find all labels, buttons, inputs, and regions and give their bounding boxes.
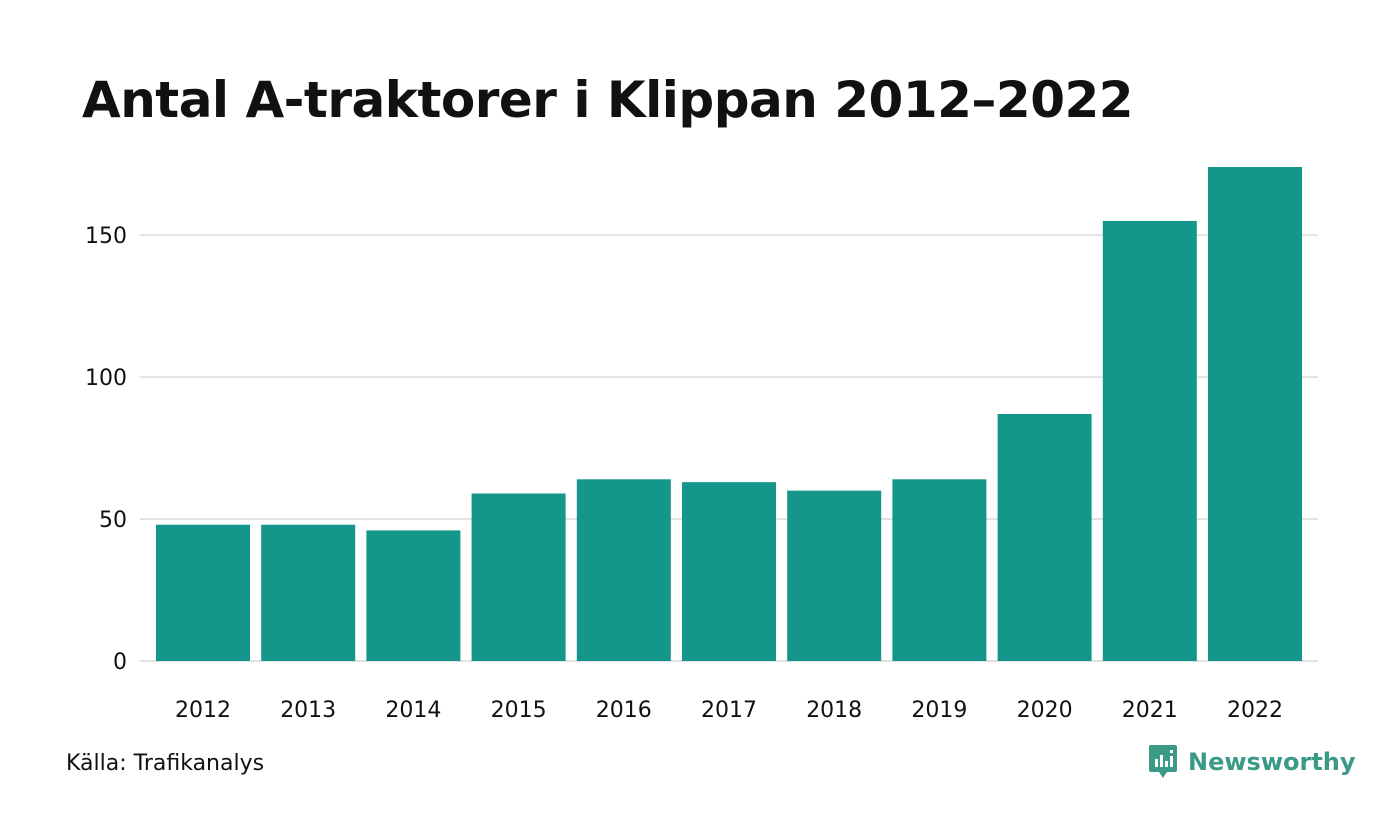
newsworthy-logo-icon	[1149, 745, 1177, 778]
bar-2018	[787, 490, 882, 661]
bar-2013	[261, 524, 356, 661]
x-axis-ticks: 2012 2013 2014 2015 2016 2017 2018 2019 2020 2021…	[175, 698, 1283, 723]
source-note: Källa: Trafikanalys	[66, 751, 265, 776]
x-tick-label: 2012	[175, 698, 231, 723]
bar-2017	[682, 482, 776, 661]
brand: Newsworthy	[1148, 744, 1356, 780]
y-axis-ticks: 0 50 100 150	[85, 224, 127, 675]
y-tick-label: 150	[85, 224, 127, 249]
x-tick-label: 2017	[701, 698, 757, 723]
chart-title: Antal A-traktorer i Klippan 2012–2022	[82, 71, 1134, 129]
x-tick-label: 2015	[491, 698, 547, 723]
y-tick-label: 0	[113, 650, 127, 675]
y-tick-label: 100	[85, 366, 127, 391]
x-tick-label: 2016	[596, 698, 652, 723]
bar-2019	[892, 479, 987, 661]
x-tick-label: 2019	[911, 698, 967, 723]
x-tick-label: 2020	[1017, 698, 1073, 723]
y-tick-label: 50	[99, 508, 127, 533]
bar-2015	[471, 493, 566, 661]
bar-2021	[1102, 220, 1197, 661]
bar-2022	[1208, 167, 1302, 661]
bar-2016	[576, 479, 671, 661]
x-tick-label: 2013	[280, 698, 336, 723]
bar-2020	[997, 414, 1092, 661]
x-tick-label: 2018	[806, 698, 862, 723]
bar-2012	[156, 524, 250, 661]
x-tick-label: 2022	[1227, 698, 1283, 723]
brand-name: Newsworthy	[1188, 748, 1356, 776]
bars	[156, 167, 1302, 661]
bar-2014	[366, 530, 461, 661]
x-tick-label: 2021	[1122, 698, 1178, 723]
x-tick-label: 2014	[385, 698, 441, 723]
